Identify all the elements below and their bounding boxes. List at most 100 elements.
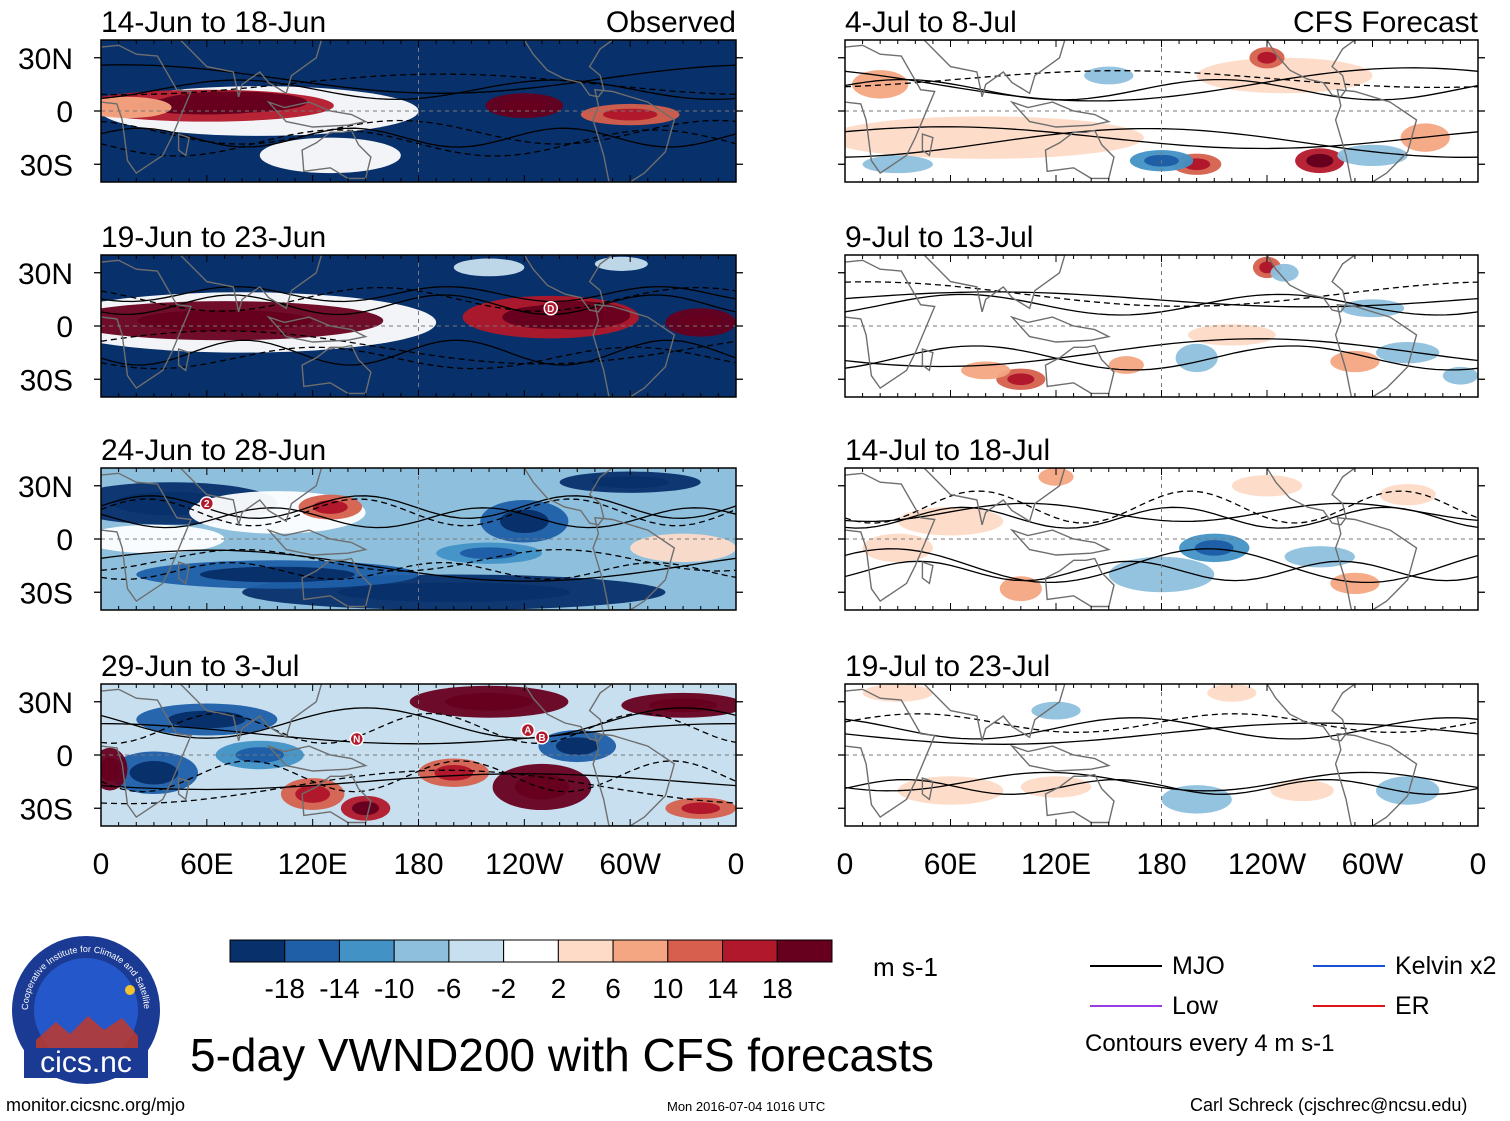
svg-text:2: 2: [204, 499, 210, 510]
coastline: [266, 744, 368, 772]
x-tick-label: 180: [393, 848, 443, 881]
anomaly-core: [434, 764, 474, 781]
panel-fc2: 14-Jul to 18-Jul: [838, 434, 1485, 611]
panel-obs2: 2 30N 0 30S 24-Jun to 28-Jun: [18, 434, 743, 611]
contour-line: [845, 291, 1478, 308]
panel-period-label: 19-Jun to 23-Jun: [101, 221, 326, 254]
anomaly-core: [235, 747, 285, 763]
anomaly-blob: [101, 96, 172, 119]
panel-obs0: 30N 0 30S 14-Jun to 18-Jun Observed: [18, 6, 743, 183]
coastline: [523, 684, 614, 742]
coastline: [162, 468, 323, 525]
anomaly-blob: [259, 137, 401, 174]
coastline: [1009, 744, 1111, 772]
coastline: [177, 133, 191, 157]
contour-line: [101, 64, 736, 94]
coastline: [177, 348, 191, 372]
contour-line: [101, 339, 736, 366]
contour-line: [845, 771, 1478, 792]
coastline: [906, 684, 1066, 741]
legend-label: Kelvin x2: [1395, 952, 1497, 980]
marker-D: D: [543, 301, 559, 316]
colorbar-label: 2: [551, 973, 567, 1000]
anomaly-blob: [862, 155, 933, 174]
svg-text:D: D: [547, 304, 554, 315]
x-tick-label: 0: [728, 848, 745, 881]
anomaly-blob: [1379, 483, 1436, 506]
x-tick-label: 0: [93, 848, 110, 881]
footer-url[interactable]: monitor.cicsnc.org/mjo: [6, 1095, 186, 1115]
coastline: [523, 40, 614, 98]
contour-line: [845, 713, 1478, 733]
x-tick-label: 180: [1136, 848, 1186, 881]
contour-line: [845, 778, 1478, 795]
coastline: [1266, 684, 1357, 742]
coastline: [592, 732, 676, 826]
panel-period-label: 9-Jul to 13-Jul: [845, 221, 1033, 254]
anomaly-blob: [1376, 341, 1440, 364]
colorbar-label: -10: [374, 973, 414, 1000]
anomaly-blob: [862, 533, 933, 563]
anomaly-core: [1257, 51, 1277, 64]
anomaly-blob: [1031, 701, 1081, 720]
panel-period-label: 14-Jul to 18-Jul: [845, 434, 1050, 467]
coastline: [1044, 129, 1115, 180]
legend-line-low: [1090, 1005, 1162, 1007]
coastline: [1009, 315, 1111, 343]
coastline: [177, 777, 191, 801]
anomaly-blob: [594, 256, 648, 271]
anomaly-blob: [1187, 324, 1276, 346]
anomaly-core: [555, 737, 599, 755]
legend-line-mjo: [1090, 965, 1162, 967]
colorbar-swatch: [557, 939, 614, 963]
coastline: [845, 688, 936, 819]
anomaly-core: [445, 692, 533, 711]
marker-A: A: [520, 722, 536, 738]
svg-text:N: N: [353, 735, 360, 746]
anomaly-core: [101, 757, 120, 781]
anomaly-blob: [1175, 343, 1218, 373]
coastline: [1334, 303, 1418, 397]
anomaly-blob: [999, 576, 1042, 602]
column-header: CFS Forecast: [1293, 6, 1479, 39]
contour-line: [845, 490, 1478, 524]
coastline: [1266, 40, 1357, 98]
anomaly-core: [1259, 261, 1275, 274]
anomaly-blob: [862, 684, 933, 702]
coastline: [1334, 732, 1418, 826]
y-tick-label: 0: [56, 524, 73, 557]
anomaly-blob: [101, 524, 225, 554]
coastline: [301, 557, 372, 608]
coastline: [523, 468, 614, 526]
anomaly-blob: [1330, 572, 1380, 595]
y-tick-label: 30S: [20, 793, 73, 826]
coastline: [921, 561, 934, 585]
marker-N: N: [349, 731, 365, 747]
coastline: [845, 472, 936, 603]
colorbar-swatch: [503, 939, 559, 963]
y-tick-label: 0: [56, 740, 73, 773]
coastline: [845, 259, 936, 390]
coastline: [845, 44, 936, 175]
anomaly-core: [500, 509, 549, 533]
colorbar-swatch: [338, 939, 395, 963]
anomaly-blob: [1084, 66, 1134, 85]
x-tick-label: 120W: [1228, 848, 1307, 881]
contour-line: [845, 126, 1478, 150]
y-tick-label: 30N: [18, 43, 73, 76]
anomaly-core: [1194, 540, 1234, 556]
coastline: [266, 528, 368, 556]
contour-line: [101, 73, 736, 96]
y-tick-label: 30N: [18, 687, 73, 720]
contour-line: [101, 773, 736, 791]
anomaly-blob: [1161, 785, 1232, 814]
colorbar-label: 14: [707, 973, 738, 1000]
contour-line: [845, 78, 1478, 101]
coastline: [266, 315, 368, 343]
anomaly-blob: [1376, 776, 1440, 805]
coastline: [1334, 88, 1418, 182]
anomaly-blob: [1196, 57, 1373, 94]
colorbar-swatch: [393, 939, 450, 963]
anomaly-core: [603, 108, 658, 121]
coastline: [266, 100, 368, 128]
